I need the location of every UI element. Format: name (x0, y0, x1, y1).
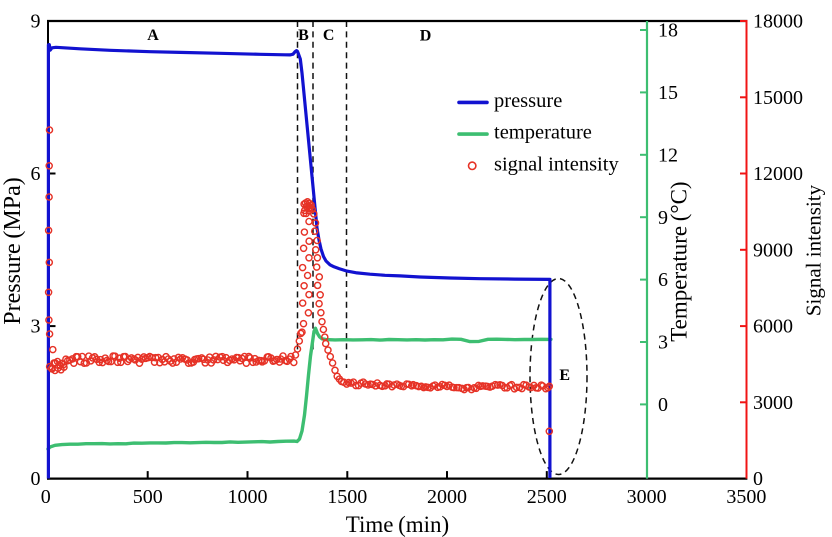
svg-text:3: 3 (31, 316, 41, 338)
svg-text:3000: 3000 (627, 486, 667, 508)
svg-text:0: 0 (41, 486, 51, 508)
svg-text:15: 15 (658, 82, 678, 104)
svg-text:2500: 2500 (527, 486, 567, 508)
svg-text:pressure: pressure (494, 90, 562, 112)
svg-text:Signal intensity: Signal intensity (802, 184, 826, 316)
svg-text:6: 6 (31, 163, 41, 185)
svg-text:D: D (420, 27, 432, 44)
svg-text:3000: 3000 (753, 392, 793, 414)
svg-text:12: 12 (658, 144, 678, 166)
svg-text:temperature: temperature (494, 122, 592, 144)
svg-text:0: 0 (31, 468, 41, 490)
svg-text:500: 500 (133, 486, 163, 508)
svg-text:C: C (323, 27, 335, 44)
svg-text:6000: 6000 (753, 316, 793, 338)
svg-text:9: 9 (31, 11, 41, 33)
svg-text:2000: 2000 (427, 486, 467, 508)
svg-text:signal intensity: signal intensity (494, 153, 619, 175)
svg-text:18: 18 (658, 20, 678, 42)
svg-text:3500: 3500 (726, 486, 766, 508)
svg-text:15000: 15000 (753, 87, 803, 109)
svg-text:9000: 9000 (753, 239, 793, 261)
svg-text:Temperature (°C): Temperature (°C) (667, 181, 692, 341)
svg-text:0: 0 (753, 468, 763, 490)
svg-text:E: E (559, 367, 570, 384)
svg-text:1500: 1500 (327, 486, 367, 508)
svg-text:B: B (298, 27, 309, 44)
svg-text:0: 0 (658, 394, 668, 416)
svg-text:1000: 1000 (228, 486, 268, 508)
svg-text:Pressure (MPa): Pressure (MPa) (0, 177, 26, 324)
svg-text:18000: 18000 (753, 11, 803, 33)
svg-text:9: 9 (658, 207, 668, 229)
svg-text:3: 3 (658, 332, 668, 354)
svg-text:12000: 12000 (753, 163, 803, 185)
svg-text:A: A (147, 27, 159, 44)
svg-text:6: 6 (658, 269, 668, 291)
svg-text:Time (min): Time (min) (346, 512, 449, 537)
